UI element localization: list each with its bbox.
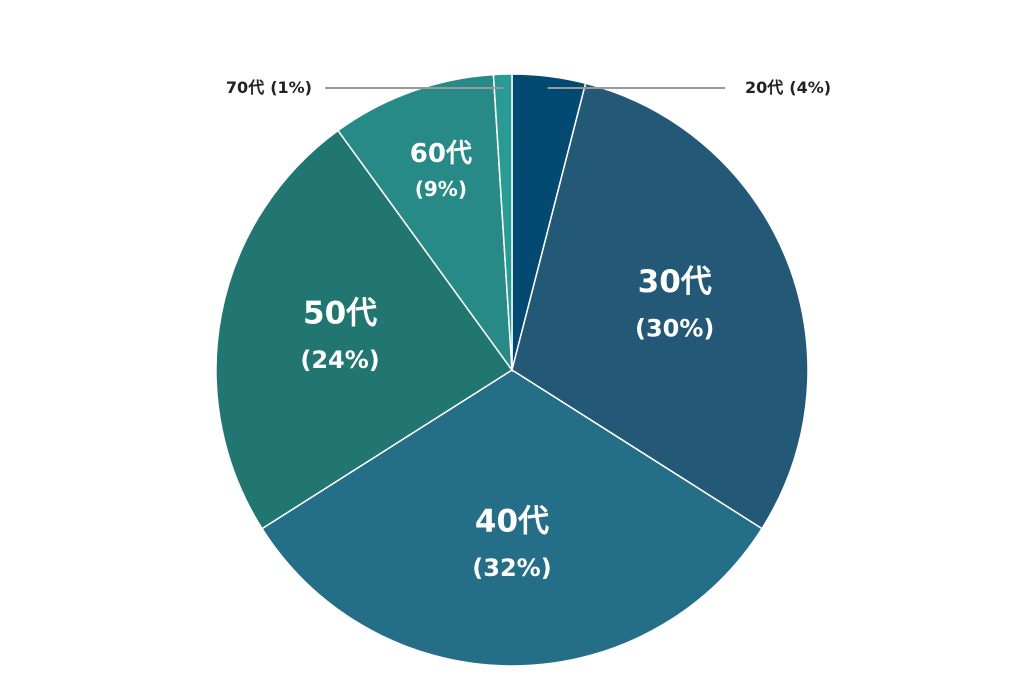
outside-label: 20代 (4%) [745, 78, 831, 97]
value-label: (30%) [635, 315, 714, 343]
pie-slice [511, 82, 809, 530]
pie-slice [261, 369, 763, 667]
value-label: (32%) [472, 554, 551, 582]
pie-slice [215, 129, 514, 530]
category-label: 20代 [745, 78, 783, 97]
category-label: 70代 [226, 78, 264, 97]
value-label: (9%) [415, 177, 467, 201]
category-label: 50代 [303, 296, 377, 332]
pie-slice [336, 73, 513, 373]
value-label: (24%) [300, 346, 379, 374]
category-label: 40代 [475, 504, 549, 540]
pie-slice [492, 73, 513, 371]
outside-label: 70代 (1%) [226, 78, 312, 97]
value-label: (1%) [270, 78, 312, 97]
value-label: (4%) [789, 78, 831, 97]
category-label: 30代 [638, 264, 712, 300]
category-label: 60代 [410, 139, 472, 169]
